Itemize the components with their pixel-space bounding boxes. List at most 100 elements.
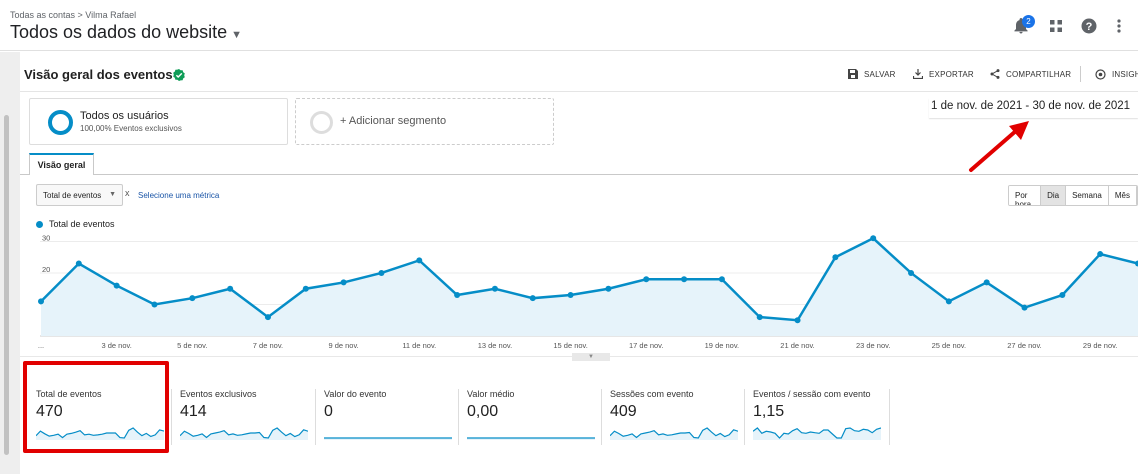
x-tick-label: 29 de nov. (1083, 341, 1117, 350)
granularity-hourly[interactable]: Por hora (1009, 186, 1042, 205)
breadcrumb[interactable]: Todas as contas > Vilma Rafael (10, 10, 137, 20)
scorecard-sparkline (467, 437, 595, 440)
scorecard-label: Sessões com evento (610, 389, 694, 399)
sparkline-area (180, 428, 308, 440)
data-point (718, 276, 725, 283)
granularity-month[interactable]: Mês (1108, 186, 1137, 205)
data-point (794, 317, 801, 324)
x-tick-label: 11 de nov. (402, 341, 436, 350)
x-tick-label: 27 de nov. (1007, 341, 1041, 350)
data-point (908, 269, 915, 276)
scorecard[interactable]: Total de eventos 470 (36, 389, 171, 445)
x-tick-label: 23 de nov. (856, 341, 890, 350)
tab-overview[interactable]: Visão geral (29, 153, 94, 175)
data-point (113, 282, 120, 289)
notification-count-badge: 2 (1022, 15, 1035, 28)
export-button[interactable]: EXPORTAR (913, 69, 974, 79)
apps-grid-icon[interactable] (1046, 16, 1066, 36)
export-icon (913, 69, 923, 79)
scorecard-divider (601, 389, 602, 445)
data-point (529, 295, 536, 302)
scorecard[interactable]: Eventos / sessão com evento 1,15 (753, 389, 888, 445)
remove-metric-button[interactable]: x (125, 188, 130, 198)
date-range-picker[interactable]: 1 de nov. de 2021 - 30 de nov. de 2021 (929, 98, 1138, 118)
add-segment-button[interactable]: + Adicionar segmento (295, 98, 554, 145)
more-vert-icon[interactable] (1109, 16, 1129, 36)
data-point (75, 260, 82, 267)
export-label: EXPORTAR (929, 69, 974, 79)
sparkline-line (36, 427, 164, 439)
x-tick-label: 19 de nov. (705, 341, 739, 350)
data-point (1135, 260, 1138, 267)
scorecard[interactable]: Sessões com evento 409 (610, 389, 745, 445)
granularity-week[interactable]: Semana (1066, 186, 1109, 205)
scorecard-sparkline (610, 427, 738, 440)
select-metric-link[interactable]: Selecione uma métrica (138, 191, 220, 200)
data-point (340, 279, 347, 286)
data-point (643, 276, 650, 283)
scorecard-sparkline (180, 427, 308, 440)
share-icon (990, 69, 1000, 79)
report-title: Visão geral dos eventos (24, 67, 173, 82)
scorecard-value: 414 (180, 403, 207, 420)
scorecard-label: Eventos / sessão com evento (753, 389, 871, 399)
granularity-day[interactable]: Dia (1041, 186, 1067, 205)
chart-resize-handle[interactable]: ▼ (572, 353, 610, 361)
data-point (302, 285, 309, 292)
scorecard-value: 0 (324, 403, 333, 420)
data-point (227, 285, 234, 292)
x-tick-label: 5 de nov. (177, 341, 207, 350)
sparkline-area (36, 428, 164, 440)
x-tick-label: 3 de nov. (101, 341, 131, 350)
granularity-buttons: Por hora Dia Semana Mês (1008, 185, 1138, 206)
sparkline-line (180, 427, 308, 439)
data-point (264, 314, 271, 321)
scorecard-value: 1,15 (753, 403, 785, 420)
metric-select-value: Total de eventos (43, 191, 102, 200)
share-button[interactable]: COMPARTILHAR (990, 69, 1071, 79)
chevron-down-icon: ▼ (231, 29, 243, 41)
chart-legend: Total de eventos (36, 219, 115, 229)
view-selector[interactable]: Todos os dados do website ▼ (10, 22, 242, 43)
events-line-chart[interactable]: 102030...3 de nov.5 de nov.7 de nov.9 de… (20, 232, 1138, 354)
data-point (1097, 251, 1104, 258)
segment-name: Todos os usuários (80, 110, 169, 122)
legend-label: Total de eventos (49, 219, 115, 229)
segment-ring-icon (48, 110, 73, 135)
left-scrollbar[interactable] (4, 115, 9, 455)
scorecard-value: 409 (610, 403, 637, 420)
data-point (945, 298, 952, 305)
insights-button[interactable]: INSIGH (1095, 69, 1138, 80)
save-icon (848, 69, 858, 79)
verified-check-icon (173, 68, 185, 86)
x-tick-label: 25 de nov. (932, 341, 966, 350)
scorecard-label: Eventos exclusivos (180, 389, 257, 399)
legend-dot-icon (36, 220, 43, 228)
scorecard[interactable]: Valor médio 0,00 (467, 389, 602, 445)
metric-select[interactable]: Total de eventos ▼ (36, 184, 123, 206)
scorecard-label: Total de eventos (36, 389, 102, 399)
title-divider (20, 91, 1138, 92)
data-point (491, 285, 498, 292)
help-icon[interactable]: ? (1079, 16, 1099, 36)
sparkline-area (610, 428, 738, 440)
segment-all-users[interactable]: Todos os usuários 100,00% Eventos exclus… (29, 98, 288, 145)
scorecard[interactable]: Eventos exclusivos 414 (180, 389, 315, 445)
scorecard[interactable]: Valor do evento 0 (324, 389, 459, 445)
x-tick-label: ... (38, 341, 44, 350)
segment-subtitle: 100,00% Eventos exclusivos (80, 124, 182, 133)
add-segment-ring-icon (310, 111, 333, 134)
sparkline-area (753, 428, 881, 440)
sparkline-line (753, 427, 881, 439)
scorecard-divider (315, 389, 316, 445)
data-point (983, 279, 990, 286)
scorecard-divider (744, 389, 745, 445)
data-point (832, 254, 839, 261)
x-tick-label: 15 de nov. (553, 341, 587, 350)
add-segment-label: + Adicionar segmento (340, 115, 447, 127)
save-button[interactable]: SALVAR (848, 69, 896, 79)
series-line (40, 236, 1138, 322)
data-point (151, 301, 158, 308)
x-tick-label: 13 de nov. (478, 341, 512, 350)
data-point (454, 292, 461, 299)
